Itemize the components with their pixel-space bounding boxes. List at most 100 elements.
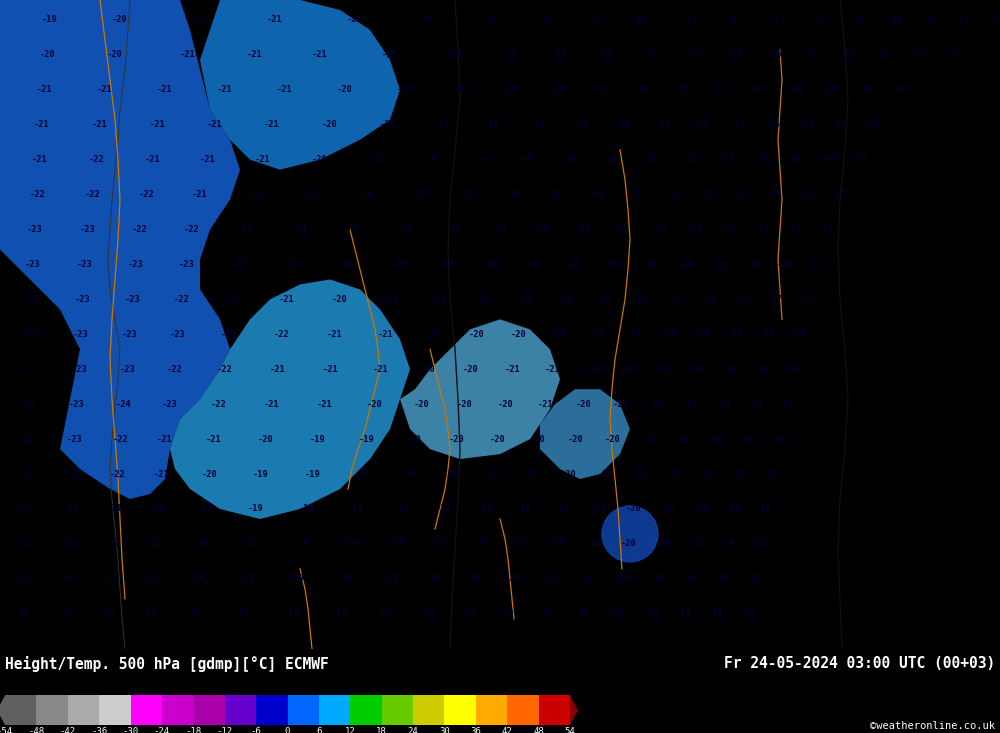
- Text: -20: -20: [688, 539, 704, 548]
- Text: -22: -22: [89, 155, 105, 164]
- Text: -21: -21: [206, 435, 222, 443]
- Text: -20: -20: [431, 539, 447, 548]
- Text: -18: -18: [760, 330, 776, 339]
- Text: -23: -23: [67, 435, 83, 443]
- Text: -16: -16: [787, 85, 803, 95]
- Text: -19: -19: [253, 470, 269, 479]
- Text: -19: -19: [234, 609, 250, 618]
- Text: -22: -22: [30, 190, 46, 199]
- Text: 42: 42: [502, 726, 513, 733]
- Text: -23: -23: [77, 260, 93, 269]
- Text: -19: -19: [591, 504, 607, 514]
- Text: -19: -19: [446, 225, 462, 234]
- Text: -16: -16: [788, 155, 804, 164]
- Text: -21: -21: [277, 85, 293, 95]
- Bar: [162, 696, 193, 725]
- Text: -22: -22: [18, 470, 34, 479]
- Text: -22: -22: [15, 575, 31, 583]
- Text: -21: -21: [312, 51, 328, 59]
- Text: -18: -18: [708, 609, 724, 618]
- Text: -19: -19: [239, 575, 255, 583]
- Text: -19: -19: [482, 15, 498, 24]
- Text: -18: -18: [728, 330, 744, 339]
- Text: -20: -20: [574, 609, 590, 618]
- Text: -19: -19: [394, 504, 410, 514]
- Text: -18: -18: [562, 155, 578, 164]
- Text: -19: -19: [643, 609, 659, 618]
- Text: -18: -18: [530, 120, 546, 129]
- Text: -23: -23: [122, 330, 138, 339]
- Text: -19: -19: [682, 575, 698, 583]
- Text: -19: -19: [377, 609, 393, 618]
- Text: -20: -20: [358, 190, 374, 199]
- Text: -17: -17: [687, 51, 703, 59]
- Text: -19: -19: [348, 504, 364, 514]
- Text: -19: -19: [305, 470, 321, 479]
- Polygon shape: [0, 696, 5, 725]
- Text: -19: -19: [434, 120, 450, 129]
- Text: -21: -21: [141, 609, 157, 618]
- Text: -20: -20: [425, 330, 441, 339]
- Text: -18: -18: [771, 435, 787, 443]
- Text: -18: -18: [745, 575, 761, 583]
- Text: 36: 36: [470, 726, 481, 733]
- Text: -22: -22: [63, 504, 79, 514]
- Text: -16: -16: [865, 120, 881, 129]
- Text: -21: -21: [511, 539, 527, 548]
- Text: -16: -16: [750, 85, 766, 95]
- Text: -21: -21: [207, 120, 223, 129]
- Text: -19: -19: [354, 470, 370, 479]
- Bar: [413, 696, 444, 725]
- Text: -16: -16: [822, 85, 838, 95]
- Bar: [256, 696, 288, 725]
- Text: -21: -21: [192, 15, 208, 24]
- Text: -22: -22: [113, 435, 129, 443]
- Text: 24: 24: [408, 726, 418, 733]
- Text: -19: -19: [505, 190, 521, 199]
- Text: -21: -21: [154, 470, 170, 479]
- Text: -18: -18: [338, 575, 354, 583]
- Text: -18: -18: [739, 609, 755, 618]
- Text: -17: -17: [682, 15, 698, 24]
- Text: -20: -20: [498, 399, 514, 409]
- Text: -19: -19: [248, 504, 264, 514]
- Text: -17: -17: [721, 225, 737, 234]
- Text: -18: -18: [763, 470, 779, 479]
- Text: -20: -20: [511, 330, 527, 339]
- Text: -20: -20: [346, 225, 362, 234]
- Text: -20: -20: [447, 51, 463, 59]
- Text: -20: -20: [367, 399, 383, 409]
- Text: -17: -17: [730, 120, 746, 129]
- Text: -21: -21: [279, 295, 295, 304]
- Text: -19: -19: [398, 225, 414, 234]
- Text: -17: -17: [727, 15, 743, 24]
- Text: -20: -20: [517, 295, 533, 304]
- Text: -21: -21: [144, 575, 160, 583]
- Bar: [319, 696, 350, 725]
- Text: -23: -23: [65, 470, 81, 479]
- Text: -17: -17: [808, 260, 824, 269]
- Text: -20: -20: [475, 295, 491, 304]
- Text: 6: 6: [316, 726, 322, 733]
- Text: -19: -19: [674, 435, 690, 443]
- Text: -16: -16: [887, 15, 903, 24]
- Text: -20: -20: [312, 155, 328, 164]
- Text: -17: -17: [754, 155, 770, 164]
- Text: -19: -19: [720, 539, 736, 548]
- Text: -17: -17: [700, 190, 716, 199]
- Text: -22: -22: [217, 365, 233, 374]
- Text: -20: -20: [414, 399, 430, 409]
- Text: -21: -21: [150, 120, 166, 129]
- Text: -20: -20: [457, 399, 473, 409]
- Polygon shape: [540, 389, 630, 479]
- Text: -17: -17: [674, 85, 690, 95]
- Text: -16: -16: [727, 51, 743, 59]
- Text: -18: -18: [614, 225, 630, 234]
- Text: -19: -19: [655, 365, 671, 374]
- Text: -19: -19: [42, 15, 58, 24]
- Text: -21: -21: [264, 399, 280, 409]
- Text: -18: -18: [791, 330, 807, 339]
- Text: -17: -17: [770, 15, 786, 24]
- Text: -20: -20: [583, 365, 599, 374]
- Text: -18: -18: [651, 225, 667, 234]
